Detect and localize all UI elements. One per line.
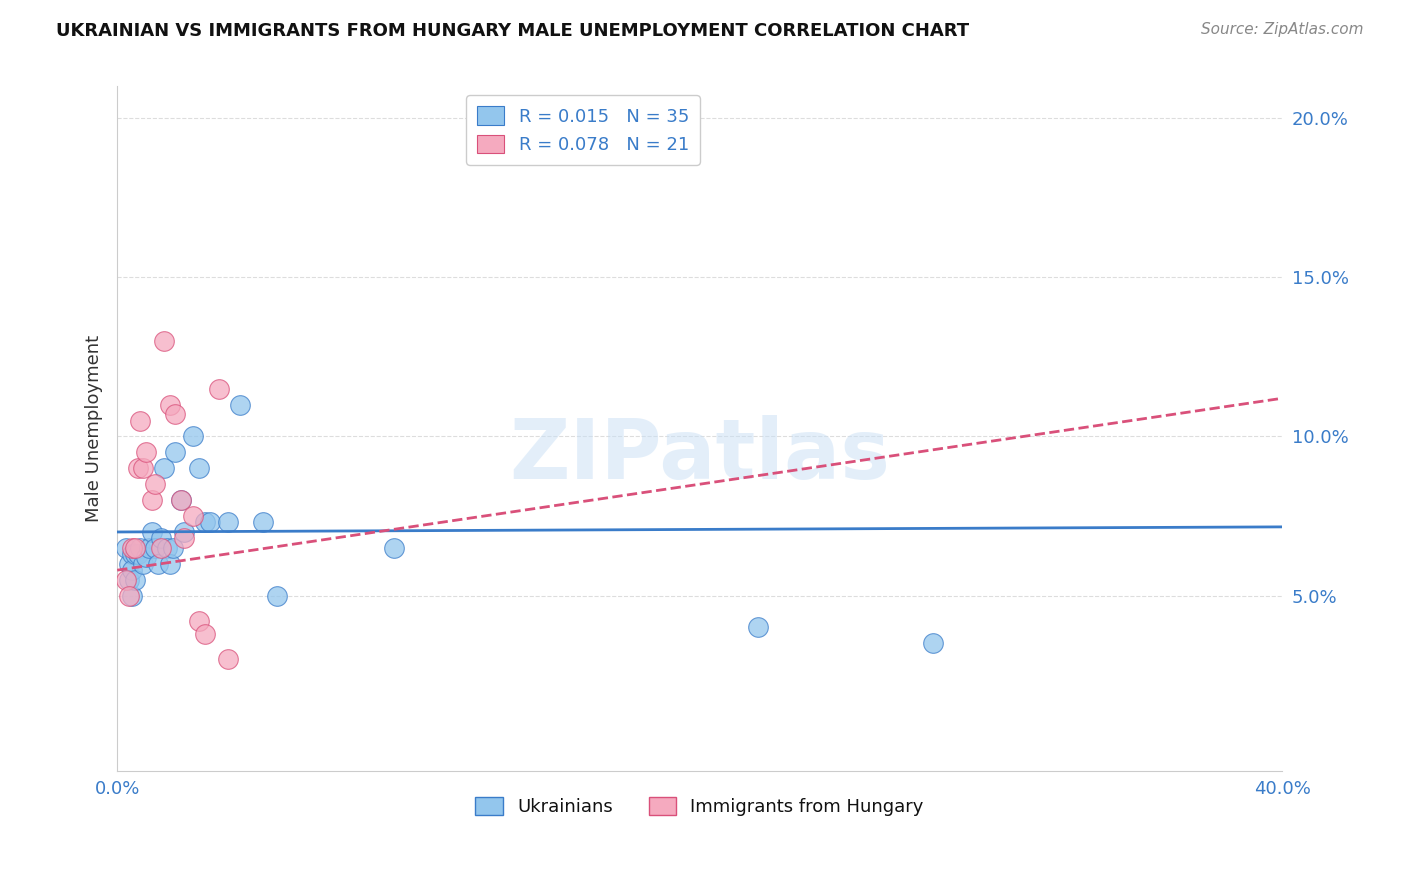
Legend: Ukrainians, Immigrants from Hungary: Ukrainians, Immigrants from Hungary [468,789,931,823]
Point [115,573,138,587]
Point [124,573,146,587]
Point [152,461,174,475]
Point [132,461,155,475]
Y-axis label: Male Unemployment: Male Unemployment [86,335,103,522]
Point [149,532,172,546]
Text: UKRAINIAN VS IMMIGRANTS FROM HUNGARY MALE UNEMPLOYMENT CORRELATION CHART: UKRAINIAN VS IMMIGRANTS FROM HUNGARY MAL… [56,22,969,40]
Point [118,589,141,603]
Point [208,382,231,396]
Point [228,398,250,412]
Point [159,398,181,412]
Point [156,541,179,555]
Point [124,547,146,561]
Point [921,636,943,650]
Point [170,493,193,508]
Point [141,524,163,539]
Point [181,429,204,443]
Point [187,461,209,475]
Point [173,532,195,546]
Point [193,627,215,641]
Point [162,541,184,555]
Text: ZIPatlas: ZIPatlas [509,416,890,497]
Point [127,461,149,475]
Point [129,413,152,427]
Point [149,541,172,555]
Point [193,516,215,530]
Point [127,547,149,561]
Point [165,445,187,459]
Point [217,652,239,666]
Point [200,516,222,530]
Point [118,557,141,571]
Point [152,334,174,348]
Point [135,550,157,565]
Point [252,516,274,530]
Point [121,541,143,555]
Point [121,589,143,603]
Point [181,509,204,524]
Point [146,557,169,571]
Point [165,407,187,421]
Point [143,477,166,491]
Point [141,493,163,508]
Point [143,541,166,555]
Point [121,547,143,561]
Point [121,563,143,577]
Point [187,614,209,628]
Point [124,541,146,555]
Point [266,589,288,603]
Point [115,541,138,555]
Point [170,493,193,508]
Point [159,557,181,571]
Point [132,557,155,571]
Point [138,541,160,555]
Point [382,541,405,555]
Point [135,445,157,459]
Point [129,541,152,555]
Point [217,516,239,530]
Text: Source: ZipAtlas.com: Source: ZipAtlas.com [1201,22,1364,37]
Point [173,524,195,539]
Point [118,573,141,587]
Point [747,620,769,634]
